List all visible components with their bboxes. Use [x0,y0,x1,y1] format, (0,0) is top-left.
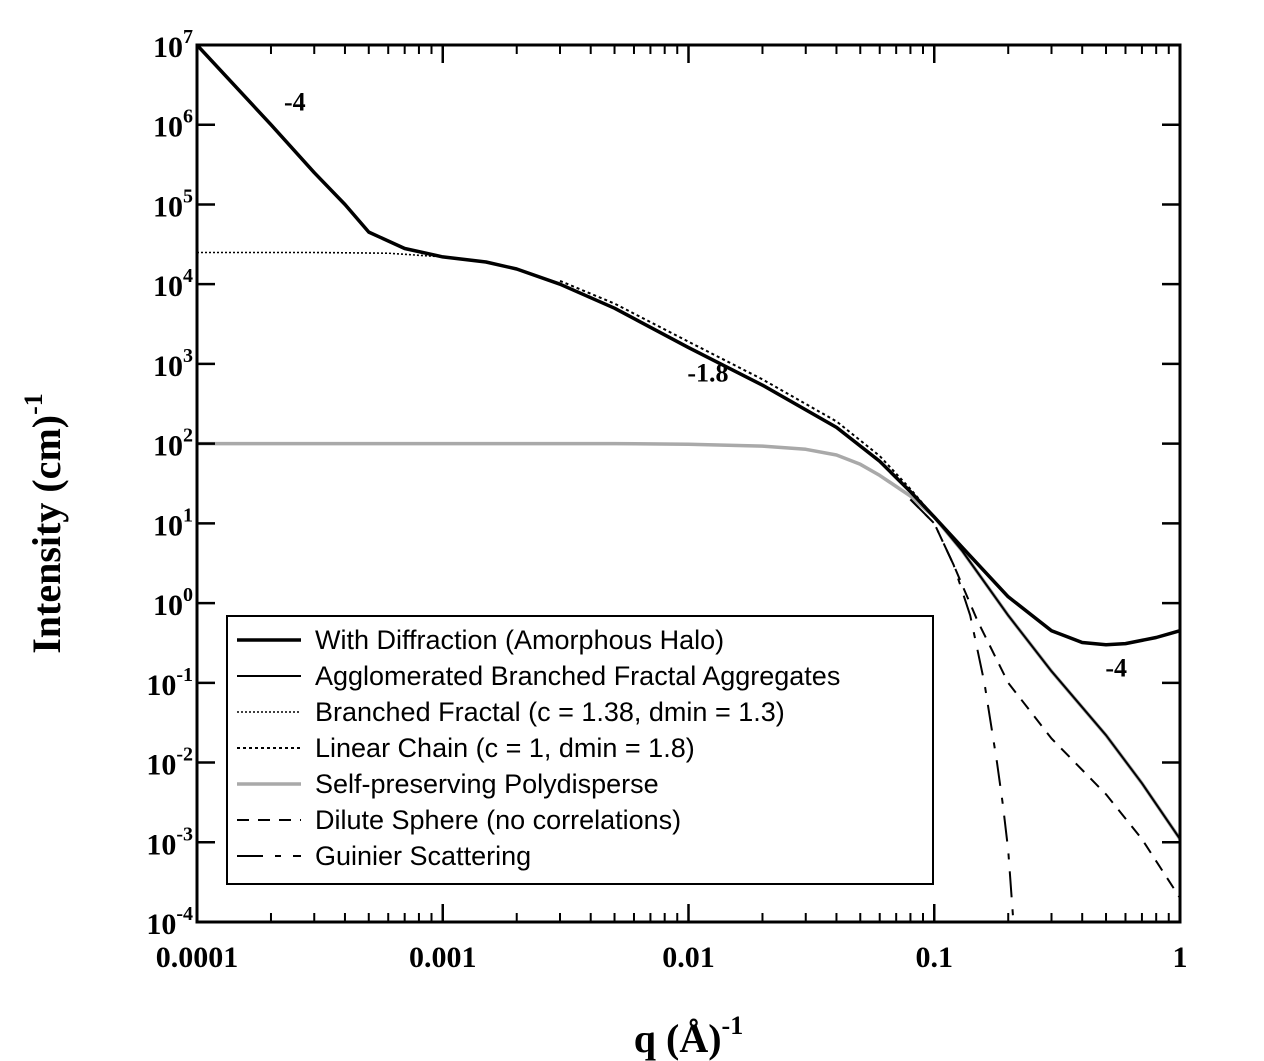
y-tick-label: 101 [153,504,193,542]
x-tick-label: 0.0001 [156,941,239,974]
axis-tick-labels: 0.0001 0.001 0.01 0.1 1 107 106 105 104 103 102 101… [146,26,1187,974]
series-line-2 [197,45,1180,840]
x-axis-label: q (Å)-1 [634,1011,743,1061]
y-tick-label: 100 [153,584,193,622]
y-tick-label: 102 [153,425,193,463]
legend-label: Linear Chain (c = 1, dmin = 1.8) [315,733,695,763]
series-curves [197,45,1180,922]
y-tick-label: 10-2 [146,744,193,782]
axis-ticks [195,43,1182,924]
series-line-6 [909,498,1180,899]
series-line-3 [197,251,561,285]
legend-label: Agglomerated Branched Fractal Aggregates [315,661,840,691]
x-tick-label: 1 [1173,941,1188,974]
series-line-4 [559,279,936,518]
legend-box [226,615,934,885]
series-line-1 [197,45,1180,647]
y-tick-label: 104 [153,265,193,303]
legend-label: Self-preserving Polydisperse [315,769,659,799]
legend: With Diffraction (Amorphous Halo) Agglome… [226,615,934,885]
x-tick-label: 0.1 [916,941,954,974]
y-tick-label: 106 [153,106,193,144]
x-tick-label: 0.001 [409,941,477,974]
series-line-7 [909,498,1015,922]
y-tick-label: 10-3 [146,823,193,861]
legend-label: With Diffraction (Amorphous Halo) [315,625,724,655]
legend-label: Dilute Sphere (no correlations) [315,805,681,835]
legend-label: Guinier Scattering [315,841,531,871]
y-tick-label: 107 [153,26,193,64]
x-tick-label: 0.01 [662,941,715,974]
slope-annotations: -4 -1.8 -4 [284,88,1127,683]
y-tick-label: 103 [153,345,193,383]
y-tick-label: 105 [153,185,193,223]
slope-annotation: -4 [1105,654,1127,683]
slope-annotation: -4 [284,88,306,117]
y-axis-label: Intensity (cm)-1 [19,393,69,654]
legend-label: Branched Fractal (c = 1.38, dmin = 1.3) [315,697,785,727]
y-tick-label: 10-4 [146,903,193,941]
y-tick-label: 10-1 [146,664,193,702]
slope-annotation: -1.8 [687,359,728,388]
